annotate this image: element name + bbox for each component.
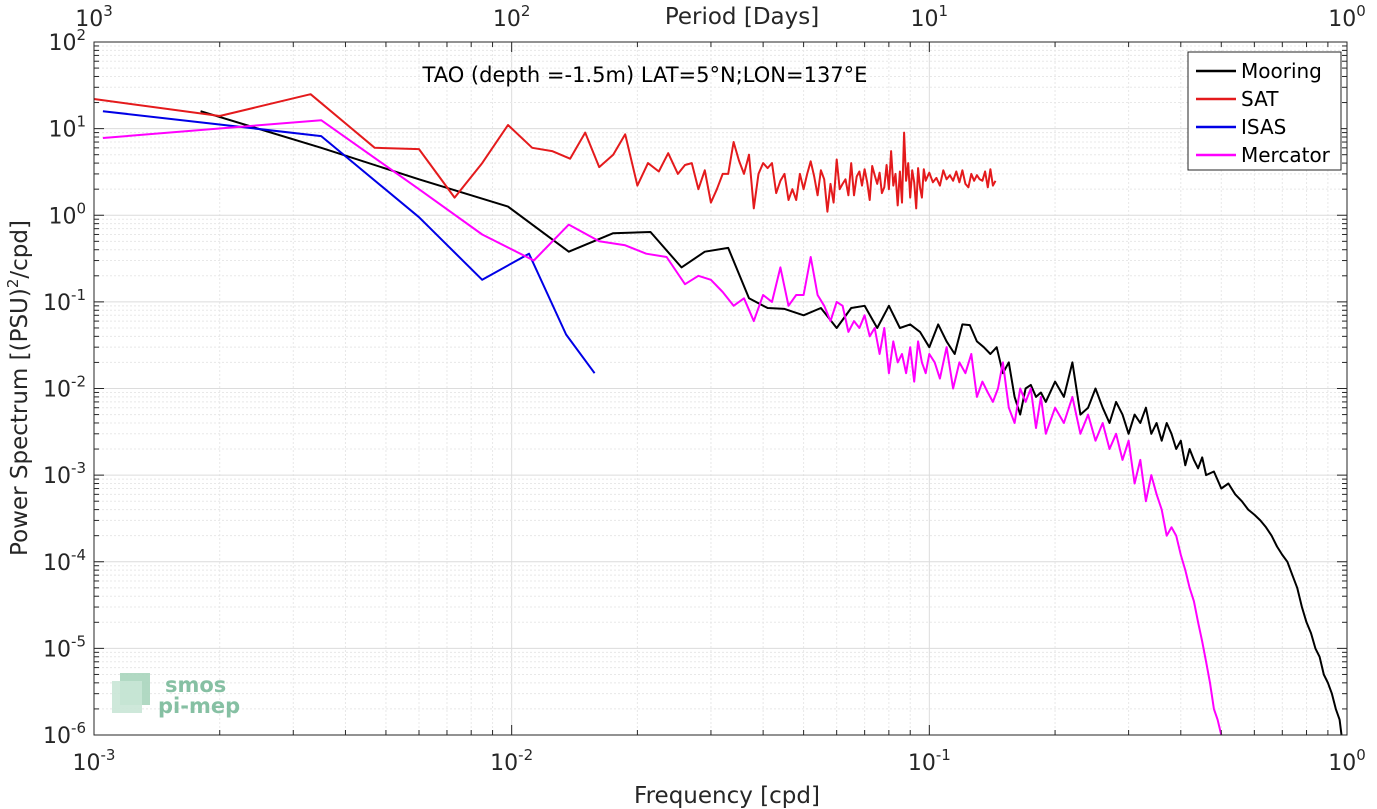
y-tick-label: 101 (48, 113, 86, 143)
y-tick-label: 10-5 (43, 632, 86, 662)
top-tick-label: 102 (493, 2, 531, 32)
y-tick-label: 102 (48, 26, 86, 56)
y-tick-label: 100 (48, 199, 86, 229)
top-tick-label: 103 (75, 2, 113, 32)
legend-label-mercator: Mercator (1241, 143, 1331, 167)
logo-mark-back (112, 681, 142, 713)
legend-label-mooring: Mooring (1241, 59, 1322, 83)
series-line-mercator (102, 119, 1223, 736)
y-axis-label: Power Spectrum [(PSU)2/cpd] (4, 220, 33, 556)
x-tick-label: 10-3 (73, 746, 116, 776)
y-tick-label: 10-1 (43, 286, 86, 316)
y-tick-label: 10-2 (43, 373, 86, 403)
legend-label-sat: SAT (1241, 87, 1279, 111)
chart-title: TAO (depth =-1.5m) LAT=5°N;LON=137°E (422, 63, 868, 87)
x-tick-label: 100 (1328, 746, 1366, 776)
ticks (93, 41, 1348, 736)
top-tick-label: 101 (911, 2, 949, 32)
x-axis-label: Frequency [cpd] (634, 783, 820, 809)
series-line-isas (102, 110, 596, 374)
smos-logo: smos pi-mep (112, 673, 240, 718)
series-line-sat (93, 93, 997, 213)
x-tick-label: 10-1 (908, 746, 951, 776)
legend-label-isas: ISAS (1241, 115, 1286, 139)
series-line-mooring (200, 110, 1343, 736)
y-tick-label: 10-4 (43, 546, 86, 576)
logo-line1: smos (165, 673, 226, 697)
grid (93, 42, 1347, 736)
y-tick-label: 10-6 (43, 719, 86, 749)
x-tick-label: 10-2 (490, 746, 533, 776)
series-lines (93, 93, 1343, 736)
logo-line2: pi-mep (158, 694, 240, 718)
top-tick-label: 100 (1328, 2, 1366, 32)
top-axis-label: Period [Days] (665, 4, 819, 30)
legend: Mooring SAT ISAS Mercator (1187, 51, 1342, 171)
y-tick-label: 10-3 (43, 459, 86, 489)
